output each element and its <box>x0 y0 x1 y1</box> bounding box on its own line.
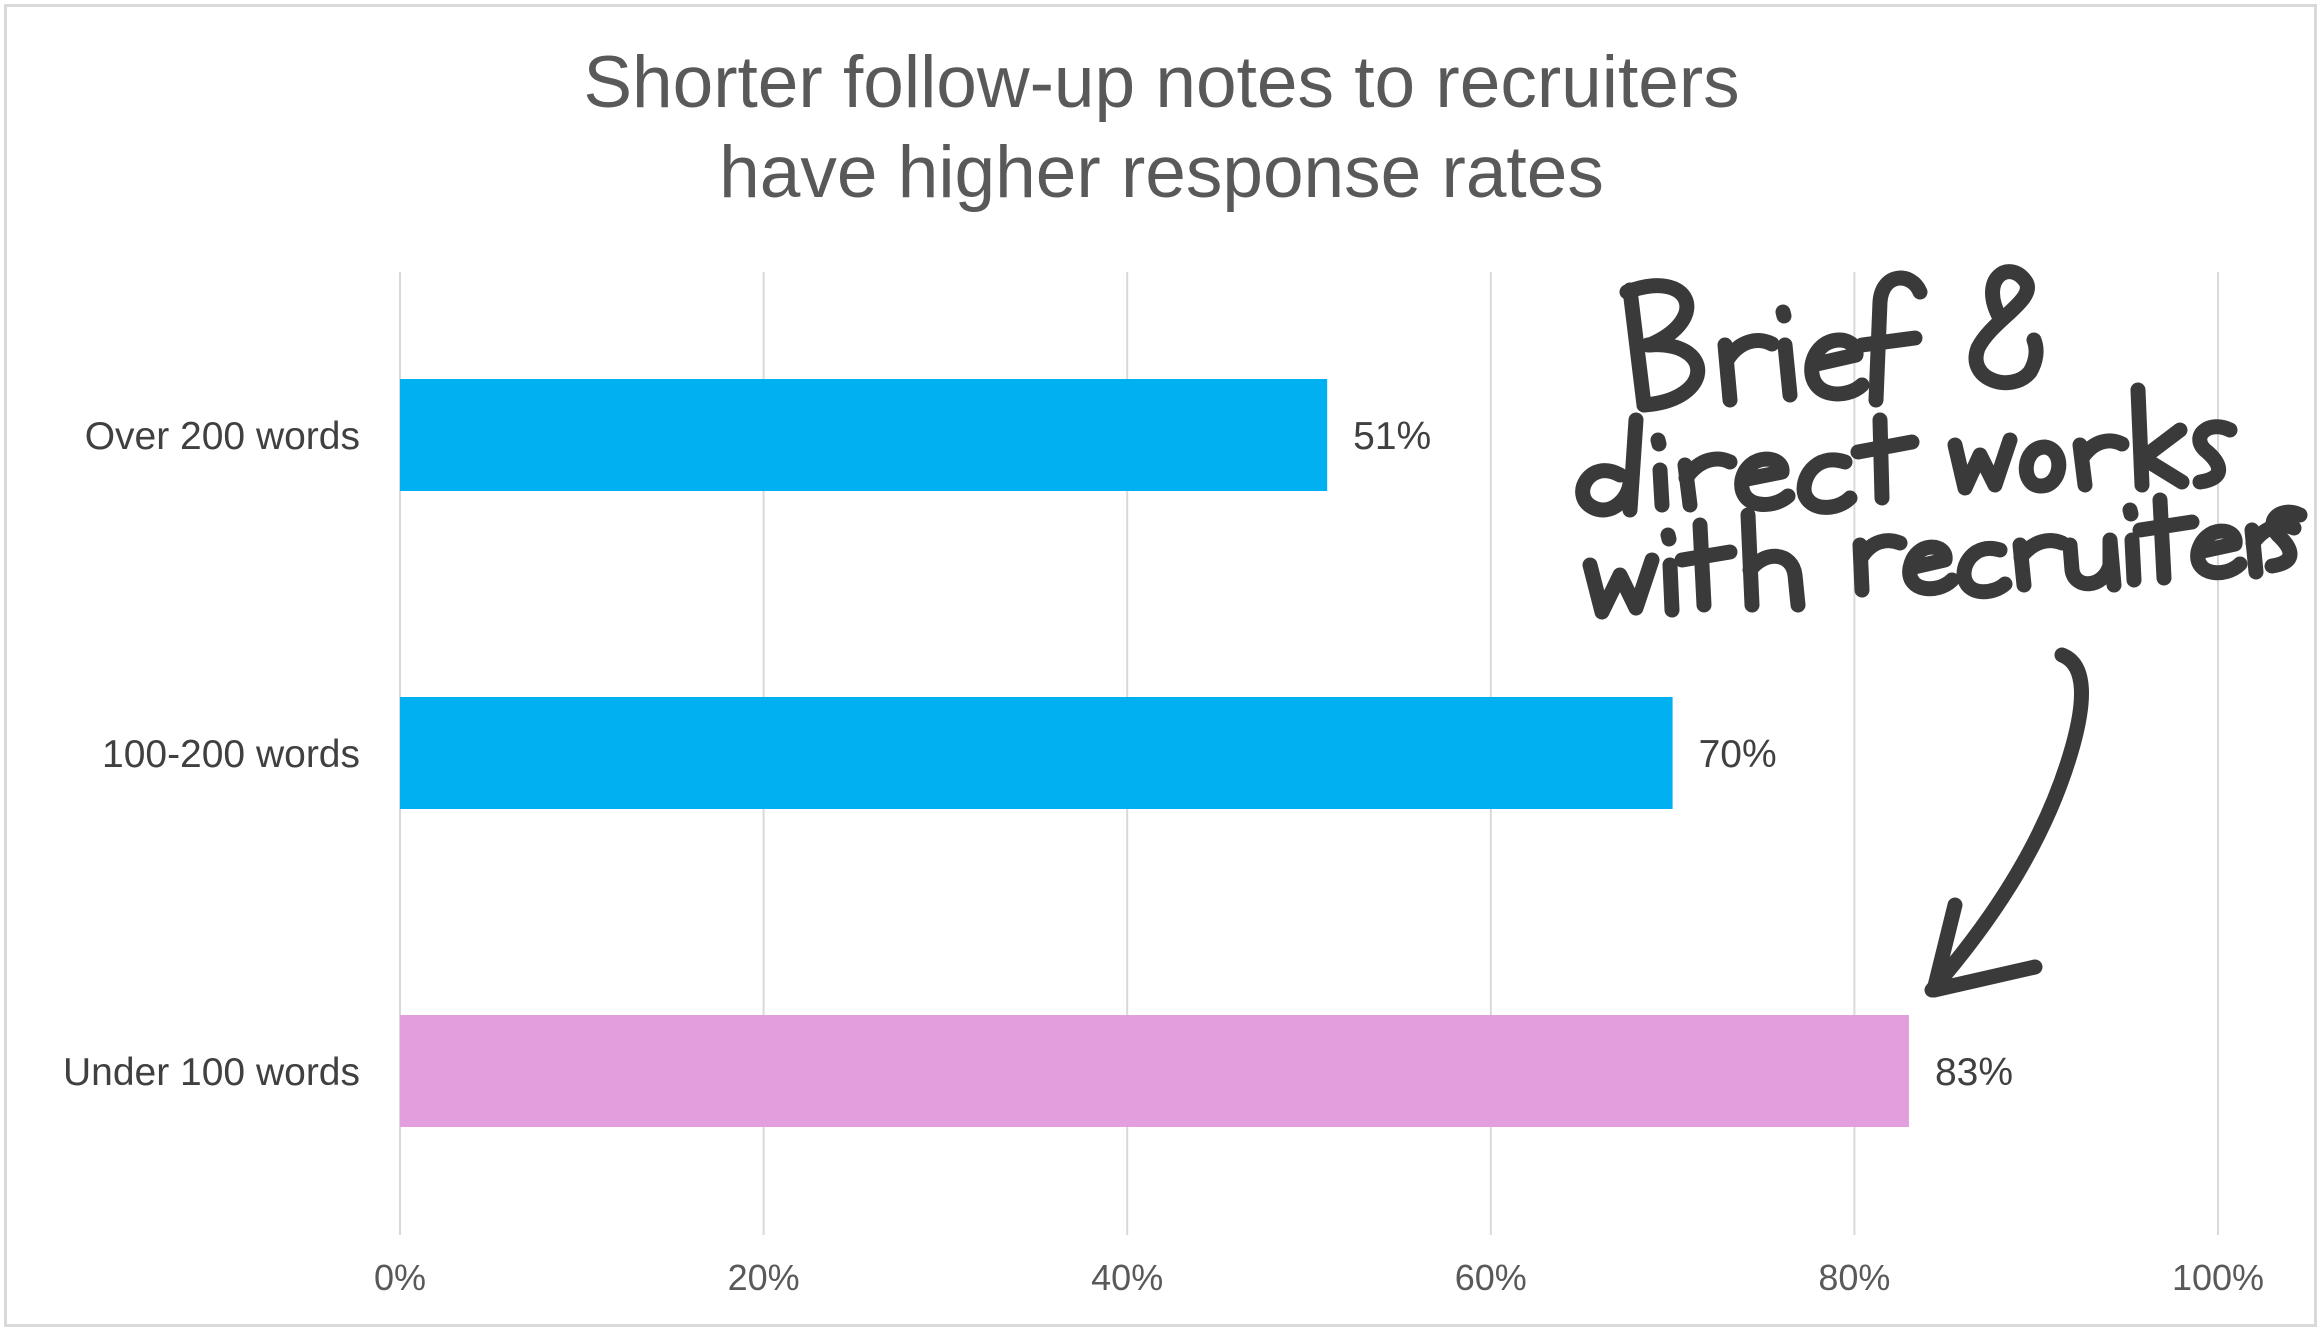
handwritten-annotation <box>1575 264 2308 998</box>
x-tick-label-2: 40% <box>1091 1257 1163 1298</box>
bar-2 <box>400 1015 1909 1127</box>
category-labels: Over 200 words 100-200 words Under 100 wor… <box>63 415 360 1094</box>
x-tick-label-0: 0% <box>374 1257 426 1298</box>
data-label-1: 70% <box>1699 733 1777 776</box>
category-label-2: Under 100 words <box>63 1051 360 1094</box>
handwritten-annotation-line-3 <box>1582 492 2308 620</box>
category-label-0: Over 200 words <box>85 415 360 458</box>
x-tick-label-1: 20% <box>728 1257 800 1298</box>
data-labels: 51% 70% 83% <box>1353 415 2013 1094</box>
annotation-arrow <box>1924 647 2089 998</box>
data-label-0: 51% <box>1353 415 1431 458</box>
bar-0 <box>400 379 1328 491</box>
handwritten-annotation-line-2 <box>1575 382 2238 518</box>
data-label-2: 83% <box>1935 1051 2013 1094</box>
category-label-1: 100-200 words <box>102 733 360 776</box>
chart-title-line-2: have higher response rates <box>719 132 1604 213</box>
chart-title-line-1: Shorter follow-up notes to recruiters <box>583 42 1740 123</box>
x-tick-label-5: 100% <box>2172 1257 2264 1298</box>
handwritten-annotation-line-1 <box>1619 264 2044 413</box>
x-tick-label-3: 60% <box>1455 1257 1527 1298</box>
chart-title: Shorter follow-up notes to recruiters ha… <box>0 38 2323 218</box>
x-axis-tick-labels: 0% 20% 40% 60% 80% 100% <box>374 1257 2264 1298</box>
bars <box>400 379 1909 1127</box>
x-tick-label-4: 80% <box>1818 1257 1890 1298</box>
bar-1 <box>400 697 1673 809</box>
